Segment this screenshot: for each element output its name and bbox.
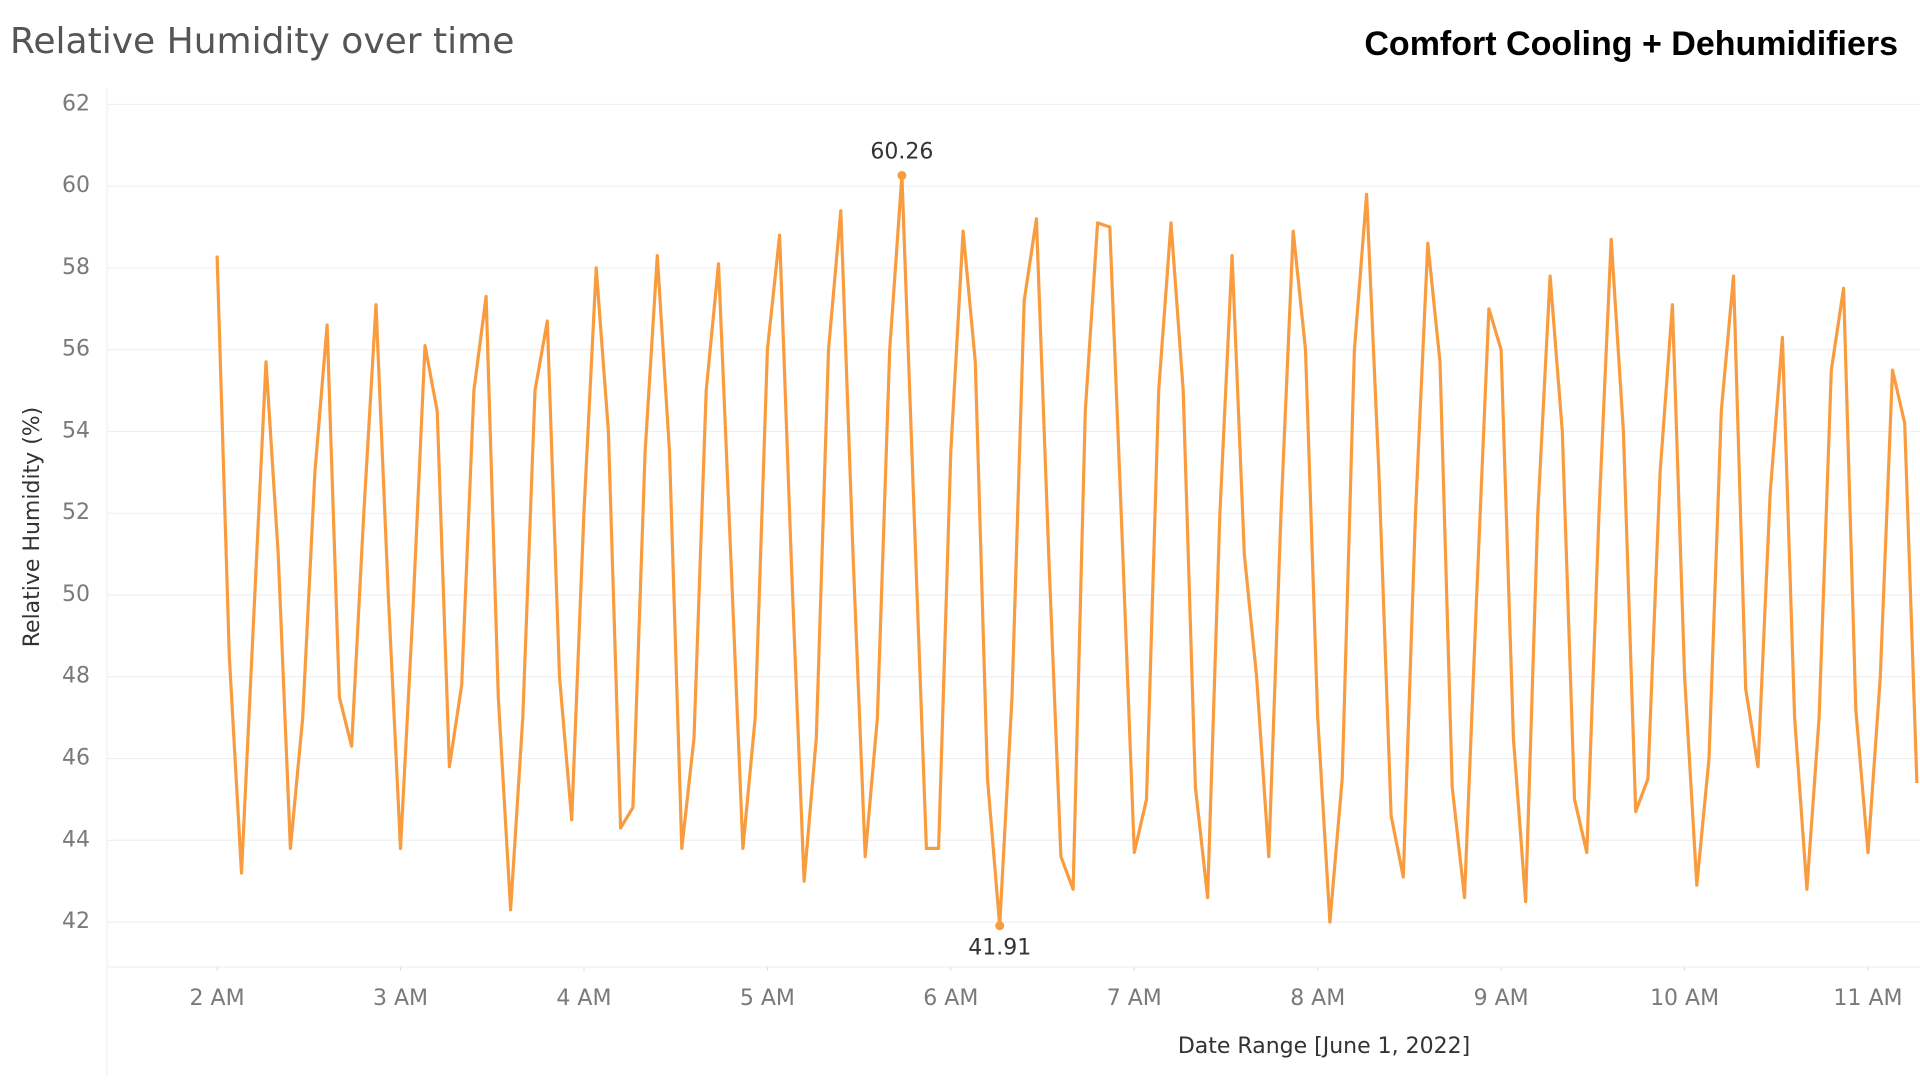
x-tick-label: 7 AM bbox=[1107, 986, 1162, 1011]
chart-subtitle: Comfort Cooling + Dehumidifiers bbox=[1364, 25, 1898, 63]
y-tick-label: 46 bbox=[62, 745, 90, 770]
x-tick-label: 5 AM bbox=[740, 986, 795, 1011]
x-tick-label: 9 AM bbox=[1474, 986, 1529, 1011]
y-axis-title: Relative Humidity (%) bbox=[20, 407, 45, 648]
data-label: 41.91 bbox=[968, 936, 1031, 961]
extreme-point bbox=[897, 170, 907, 180]
x-tick-label: 4 AM bbox=[556, 986, 611, 1011]
x-axis-title: Date Range [June 1, 2022] bbox=[1178, 1034, 1470, 1059]
x-tick-label: 6 AM bbox=[923, 986, 978, 1011]
y-tick-label: 60 bbox=[62, 173, 90, 198]
line-series bbox=[215, 173, 1919, 928]
x-tick-label: 2 AM bbox=[190, 986, 245, 1011]
y-tick-label: 48 bbox=[62, 664, 90, 689]
y-tick-label: 52 bbox=[62, 500, 90, 525]
extreme-point bbox=[995, 921, 1005, 931]
data-label: 60.26 bbox=[870, 139, 933, 164]
y-tick-label: 44 bbox=[62, 827, 90, 852]
y-tick-label: 58 bbox=[62, 255, 90, 280]
x-tick-label: 11 AM bbox=[1834, 986, 1903, 1011]
y-tick-label: 56 bbox=[62, 337, 90, 362]
y-tick-label: 50 bbox=[62, 582, 90, 607]
x-tick-label: 8 AM bbox=[1290, 986, 1345, 1011]
x-tick-label: 10 AM bbox=[1650, 986, 1719, 1011]
y-tick-label: 42 bbox=[62, 909, 90, 934]
chart-title: Relative Humidity over time bbox=[10, 21, 514, 62]
y-tick-label: 54 bbox=[62, 418, 90, 443]
y-tick-label: 62 bbox=[62, 91, 90, 116]
x-tick-label: 3 AM bbox=[373, 986, 428, 1011]
